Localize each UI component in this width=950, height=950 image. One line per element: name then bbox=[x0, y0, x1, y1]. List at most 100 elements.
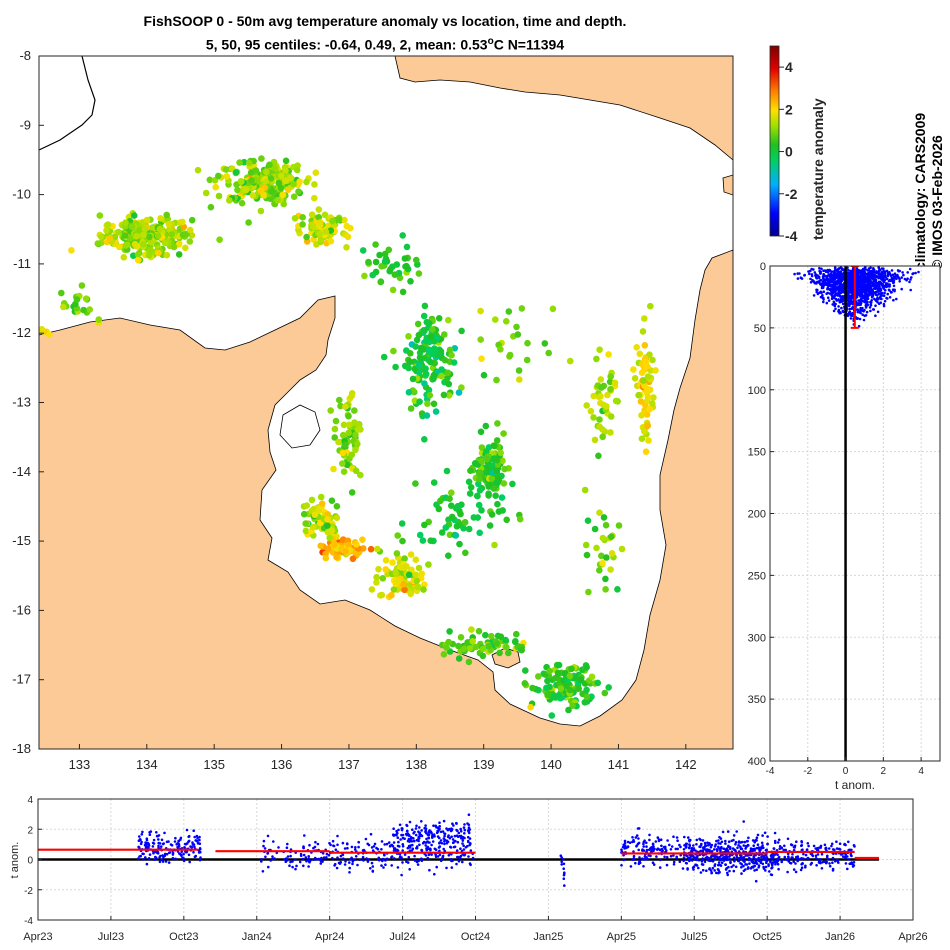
ts-data-point bbox=[660, 844, 663, 848]
ts-data-point bbox=[457, 859, 461, 863]
ts-data-point bbox=[636, 842, 640, 846]
depth-x-tick-label: -4 bbox=[766, 766, 775, 777]
map-data-point bbox=[45, 331, 53, 339]
ts-data-point bbox=[635, 834, 639, 837]
ts-data-point bbox=[669, 854, 673, 858]
map-data-point bbox=[380, 353, 388, 361]
ts-data-point bbox=[152, 858, 156, 861]
depth-data-point bbox=[861, 313, 864, 317]
ts-data-point bbox=[770, 856, 773, 860]
ts-data-point bbox=[766, 835, 769, 838]
ts-data-point bbox=[835, 840, 838, 843]
depth-data-point bbox=[830, 275, 834, 278]
ts-data-point bbox=[167, 851, 171, 854]
ts-x-tick-label: Jan25 bbox=[533, 931, 563, 943]
ts-data-point bbox=[412, 837, 415, 840]
ts-data-point bbox=[681, 867, 685, 870]
ts-data-point bbox=[397, 828, 400, 832]
depth-data-point bbox=[842, 310, 845, 314]
depth-data-point bbox=[821, 285, 825, 289]
depth-data-point bbox=[832, 309, 836, 313]
map-data-point bbox=[569, 702, 576, 709]
map-data-point bbox=[599, 433, 606, 441]
map-data-point bbox=[466, 644, 474, 652]
depth-data-point bbox=[868, 293, 871, 297]
map-data-point bbox=[266, 161, 273, 169]
map-data-point bbox=[282, 167, 289, 174]
ts-data-point bbox=[445, 866, 448, 870]
depth-data-point bbox=[856, 278, 860, 281]
ts-data-point bbox=[392, 849, 396, 852]
ts-data-point bbox=[693, 856, 697, 859]
map-data-point bbox=[482, 469, 490, 476]
ts-data-point bbox=[392, 847, 396, 850]
depth-data-point bbox=[909, 278, 912, 281]
depth-data-point bbox=[833, 294, 836, 298]
ts-data-point bbox=[727, 865, 730, 869]
depth-data-point bbox=[858, 317, 862, 321]
map-data-point bbox=[345, 421, 353, 429]
map-data-point bbox=[180, 223, 188, 231]
map-data-point bbox=[126, 235, 134, 242]
ts-data-point bbox=[811, 854, 815, 858]
map-data-point bbox=[446, 346, 454, 354]
map-lat-tick-label: -12 bbox=[12, 325, 31, 340]
ts-data-point bbox=[631, 836, 634, 839]
ts-data-point bbox=[784, 848, 787, 852]
map-data-point bbox=[78, 282, 86, 289]
ts-data-point bbox=[302, 846, 305, 849]
map-data-point bbox=[638, 435, 646, 443]
ts-data-point bbox=[728, 855, 731, 858]
map-data-point bbox=[141, 225, 148, 233]
map-data-point bbox=[479, 645, 487, 653]
map-data-point bbox=[401, 586, 408, 594]
ts-data-point bbox=[806, 856, 810, 860]
ts-data-point bbox=[459, 827, 463, 831]
ts-data-point bbox=[156, 850, 160, 854]
map-data-point bbox=[311, 194, 318, 202]
map-data-point bbox=[316, 230, 324, 238]
ts-data-point bbox=[440, 841, 444, 845]
map-data-point bbox=[435, 315, 443, 322]
depth-data-point bbox=[879, 289, 883, 292]
depth-data-point bbox=[857, 310, 861, 314]
ts-data-point bbox=[782, 848, 785, 852]
map-data-point bbox=[287, 174, 294, 182]
ts-data-point bbox=[391, 833, 395, 836]
map-data-point bbox=[163, 211, 170, 219]
map-data-point bbox=[422, 337, 430, 345]
map-data-point bbox=[462, 549, 469, 557]
ts-data-point bbox=[284, 857, 288, 860]
ts-data-point bbox=[755, 836, 759, 839]
map-data-point bbox=[524, 339, 531, 347]
map-data-point bbox=[186, 238, 194, 245]
map-data-point bbox=[542, 671, 549, 678]
ts-data-point bbox=[637, 837, 640, 840]
ts-data-point bbox=[332, 844, 335, 847]
ts-data-point bbox=[441, 830, 445, 833]
ts-data-point bbox=[192, 843, 196, 846]
map-data-point bbox=[290, 180, 297, 188]
map-data-point bbox=[503, 516, 511, 524]
map-data-point bbox=[344, 233, 352, 241]
map-data-point bbox=[68, 247, 75, 254]
ts-data-point bbox=[761, 834, 764, 837]
map-data-point bbox=[583, 551, 591, 559]
depth-data-point bbox=[821, 296, 824, 300]
depth-data-point bbox=[832, 300, 836, 304]
ts-data-point bbox=[339, 854, 343, 858]
depth-x-tick-label: -2 bbox=[803, 766, 812, 777]
ts-data-point bbox=[728, 858, 731, 861]
map-lon-tick-label: 134 bbox=[136, 757, 158, 772]
map-data-point bbox=[650, 394, 657, 401]
map-data-point bbox=[354, 440, 361, 448]
ts-data-point bbox=[303, 834, 306, 837]
map-data-point bbox=[568, 665, 575, 673]
ts-data-point bbox=[728, 869, 731, 873]
ts-data-point bbox=[789, 862, 793, 865]
ts-data-point bbox=[830, 844, 833, 848]
map-data-point bbox=[477, 469, 484, 477]
ts-data-point bbox=[802, 852, 805, 856]
ts-data-point bbox=[407, 855, 411, 859]
